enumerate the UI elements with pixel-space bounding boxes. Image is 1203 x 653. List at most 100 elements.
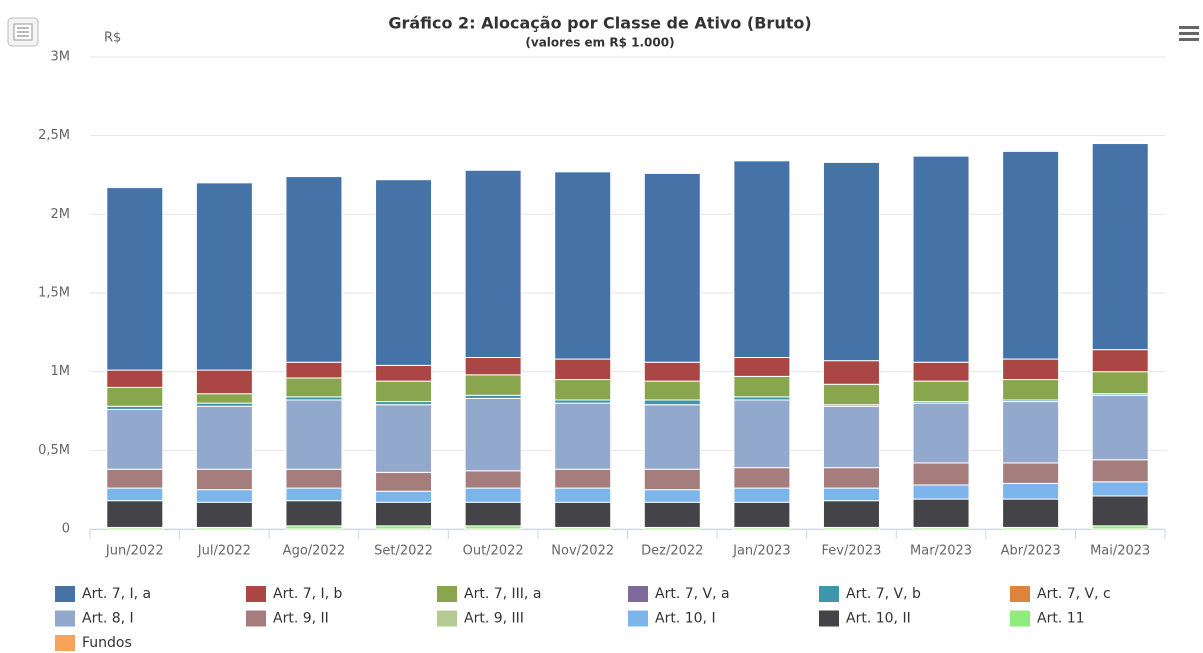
- bar-segment: [733, 487, 791, 503]
- legend-label[interactable]: Art. 7, V, b: [846, 586, 921, 602]
- legend-label[interactable]: Art. 8, I: [82, 611, 134, 627]
- x-tick-label: Abr/2023: [1001, 544, 1061, 559]
- y-axis-label: R$: [104, 31, 121, 46]
- bar-segment: [733, 399, 791, 469]
- bar-segment: [375, 501, 433, 527]
- bar-segment: [643, 399, 701, 406]
- bar-segment: [106, 487, 164, 502]
- bar-segment: [1091, 495, 1149, 527]
- bar-segment: [1091, 349, 1149, 373]
- legend-swatch[interactable]: [246, 610, 266, 627]
- legend-swatch[interactable]: [819, 586, 839, 602]
- bar-segment: [285, 500, 343, 527]
- x-tick-label: Out/2022: [463, 544, 524, 559]
- bar-segment: [1091, 459, 1149, 483]
- x-tick-label: Mar/2023: [910, 544, 972, 559]
- x-tick-label: Jul/2022: [197, 544, 251, 559]
- bar-segment: [106, 369, 164, 388]
- bar-segment: [375, 490, 433, 503]
- bar-segment: [733, 467, 791, 489]
- legend-label[interactable]: Art. 7, I, b: [273, 586, 343, 602]
- bar-segment: [822, 383, 880, 406]
- y-tick-label: 0,5M: [38, 443, 70, 458]
- legend-label[interactable]: Art. 11: [1037, 611, 1085, 627]
- chart-title: Gráfico 2: Alocação por Classe de Ativo …: [388, 14, 811, 33]
- bar-segment: [1002, 498, 1060, 528]
- bar-segment: [375, 404, 433, 473]
- bar-segment: [643, 380, 701, 401]
- legend-label[interactable]: Art. 9, II: [273, 611, 329, 627]
- bar-segment: [375, 380, 433, 403]
- legend-swatch[interactable]: [437, 586, 457, 602]
- bar-segment: [464, 487, 522, 503]
- legend-label[interactable]: Art. 10, II: [846, 611, 911, 627]
- bar-segment: [464, 357, 522, 376]
- bar-segment: [733, 375, 791, 398]
- bar-segment: [554, 402, 612, 470]
- legend-swatch[interactable]: [55, 635, 75, 651]
- bar-segment: [285, 487, 343, 502]
- bar-segment: [1091, 371, 1149, 395]
- bar-segment: [1002, 379, 1060, 401]
- legend-swatch[interactable]: [1010, 586, 1030, 602]
- menu-icon[interactable]: [1179, 26, 1199, 41]
- bar-segment: [464, 169, 522, 359]
- bar-segment: [912, 361, 970, 382]
- x-tick-label: Jun/2022: [105, 544, 164, 559]
- bar-segment: [912, 155, 970, 363]
- bar-segment: [554, 171, 612, 360]
- bar-segment: [195, 182, 253, 371]
- legend-swatch[interactable]: [246, 586, 266, 602]
- legend-label[interactable]: Art. 7, V, c: [1037, 586, 1111, 602]
- legend-label[interactable]: Art. 9, III: [464, 611, 524, 627]
- bar-segment: [106, 386, 164, 407]
- legend-toggle-icon[interactable]: [7, 17, 39, 47]
- y-tick-label: 3M: [51, 50, 71, 65]
- legend-swatch[interactable]: [55, 610, 75, 627]
- bar-segment: [643, 361, 701, 382]
- legend-label[interactable]: Art. 7, V, a: [655, 586, 730, 602]
- bar-segment: [643, 172, 701, 363]
- bar-segment: [106, 500, 164, 528]
- bar-segment: [285, 399, 343, 470]
- legend-swatch[interactable]: [628, 586, 648, 602]
- x-tick-label: Ago/2022: [283, 544, 346, 559]
- bar-segment: [464, 397, 522, 472]
- legend-swatch[interactable]: [55, 586, 75, 602]
- bar-segment: [822, 360, 880, 385]
- legend-swatch[interactable]: [819, 610, 839, 627]
- bar-segment: [1002, 482, 1060, 500]
- legend-swatch[interactable]: [628, 610, 648, 627]
- bar-segment: [464, 470, 522, 489]
- bar-segment: [643, 501, 701, 528]
- bar-segment: [822, 467, 880, 489]
- bar-segment: [195, 405, 253, 470]
- bar-segment: [1002, 358, 1060, 381]
- legend-label[interactable]: Art. 10, I: [655, 611, 716, 627]
- bar-segment: [285, 468, 343, 489]
- bar-segment: [1002, 462, 1060, 484]
- bar-segment: [912, 484, 970, 500]
- legend-label[interactable]: Art. 7, III, a: [464, 586, 541, 602]
- legend-label[interactable]: Fundos: [82, 635, 132, 651]
- x-tick-label: Mai/2023: [1090, 544, 1150, 559]
- bar-segment: [1091, 394, 1149, 461]
- bar-segment: [285, 176, 343, 363]
- x-tick-label: Jan/2023: [732, 544, 791, 559]
- legend-swatch[interactable]: [437, 610, 457, 627]
- bar-segment: [195, 369, 253, 395]
- bar-segment: [912, 402, 970, 464]
- legend-swatch[interactable]: [1010, 610, 1030, 627]
- bar-segment: [464, 501, 522, 527]
- bar-segment: [822, 500, 880, 528]
- bar-segment: [375, 179, 433, 366]
- y-tick-label: 2M: [51, 207, 71, 222]
- bar-segment: [195, 501, 253, 528]
- bar-segment: [822, 487, 880, 502]
- legend-label[interactable]: Art. 7, I, a: [82, 586, 151, 602]
- bar-segment: [285, 361, 343, 379]
- bar-segment: [822, 161, 880, 362]
- bar-segment: [912, 380, 970, 403]
